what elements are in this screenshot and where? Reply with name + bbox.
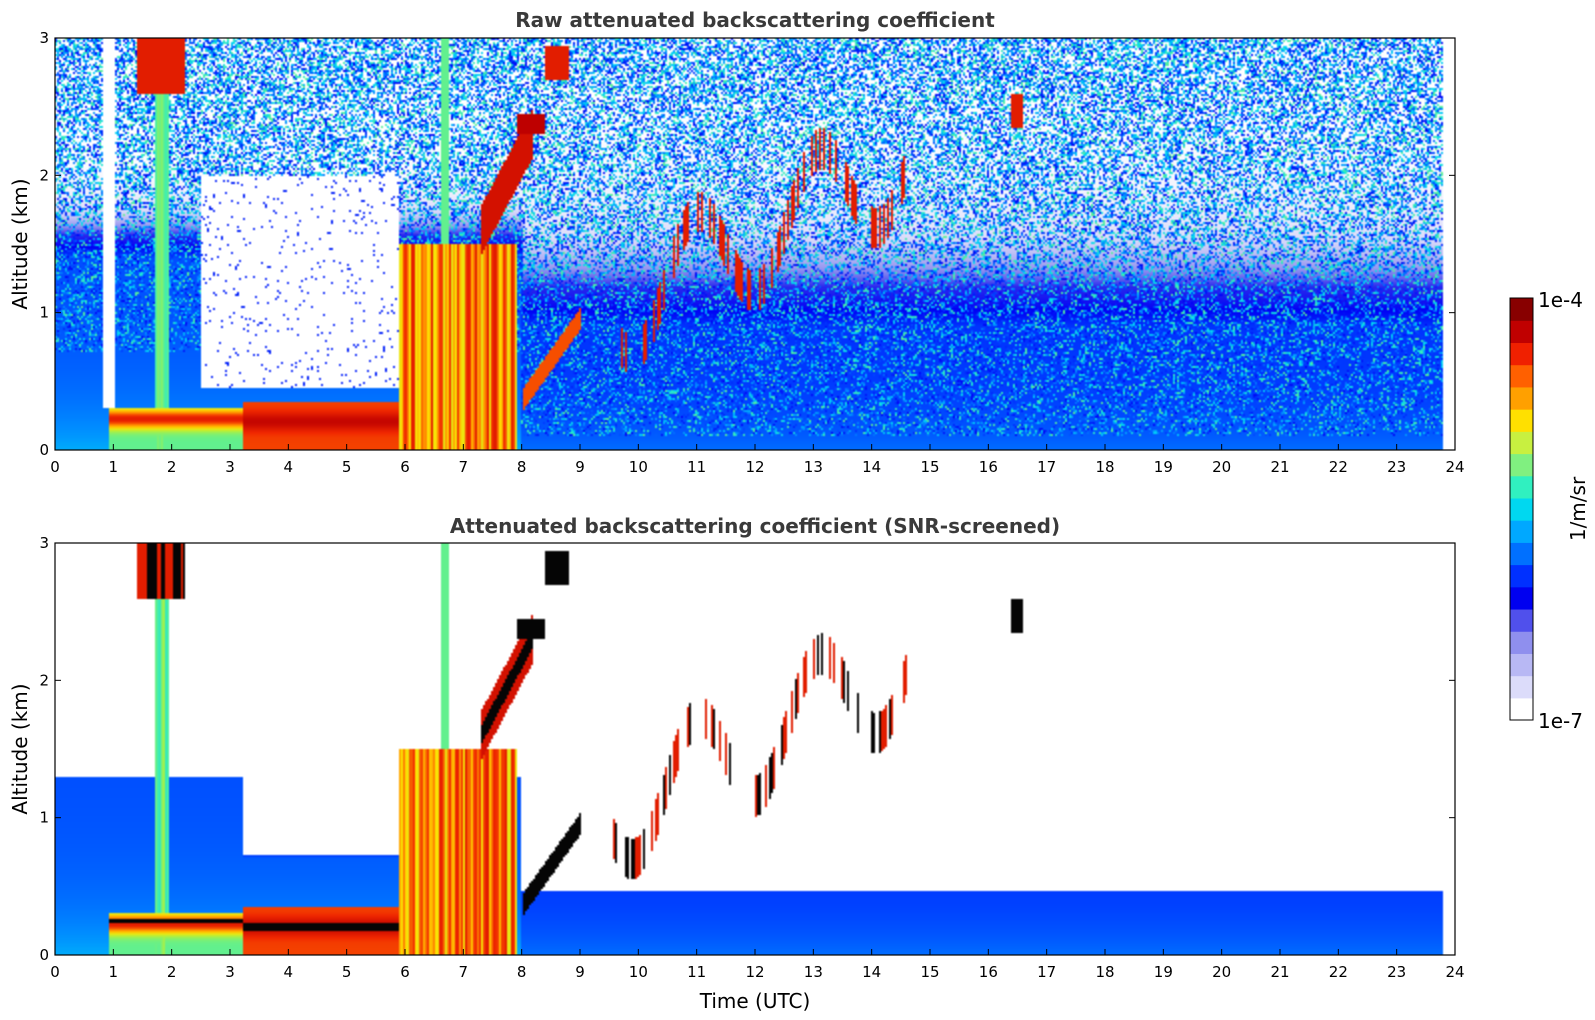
x-tick-label: 13	[804, 963, 823, 981]
x-tick-label: 7	[459, 458, 469, 476]
x-tick-label: 18	[1095, 963, 1114, 981]
x-tick-label: 21	[1270, 963, 1289, 981]
x-tick-label: 23	[1387, 458, 1406, 476]
x-tick-label: 15	[920, 963, 939, 981]
colorbar-step	[1510, 497, 1533, 521]
x-tick-label: 17	[1037, 963, 1056, 981]
colorbar-step	[1510, 342, 1533, 366]
x-axis-label-screened: Time (UTC)	[699, 989, 811, 1013]
x-tick-label: 9	[575, 963, 585, 981]
y-axis-label-raw: Altitude (km)	[8, 178, 32, 309]
heatmap-raw	[55, 38, 1455, 450]
colorbar-step	[1510, 520, 1533, 543]
x-tick-label: 22	[1329, 458, 1348, 476]
colorbar-step	[1510, 631, 1533, 654]
x-tick-label: 11	[687, 458, 706, 476]
x-tick-label: 13	[804, 458, 823, 476]
colorbar-step	[1510, 475, 1533, 499]
x-ticks-raw: 0 1 2 3 4 5 6 7 8 9 10 11 12 13 14 15 16 17 18 19 20 21 22 23 24	[50, 444, 1465, 476]
x-tick-label: 6	[400, 963, 410, 981]
colorbar-frame	[1509, 297, 1534, 721]
x-tick-label: 14	[862, 458, 881, 476]
colorbar-unit-label: 1/m/sr	[1566, 476, 1590, 541]
x-tick-label: 11	[687, 963, 706, 981]
y-tick-label: 3	[39, 534, 49, 552]
y-ticks-screened: 0 1 2 3	[39, 534, 1455, 964]
x-tick-label: 3	[225, 458, 235, 476]
colorbar-step	[1510, 453, 1533, 477]
x-tick-label: 2	[167, 963, 177, 981]
colorbar-step	[1510, 564, 1533, 588]
x-tick-label: 10	[629, 458, 648, 476]
x-tick-label: 17	[1037, 458, 1056, 476]
x-tick-label: 2	[167, 458, 177, 476]
colorbar-step	[1510, 320, 1533, 344]
x-tick-label: 5	[342, 458, 352, 476]
y-tick-label: 3	[39, 29, 49, 47]
colorbar-step	[1510, 542, 1533, 566]
y-tick-label: 2	[39, 166, 49, 184]
x-tick-label: 4	[284, 458, 294, 476]
x-tick-label: 15	[920, 458, 939, 476]
x-tick-label: 12	[745, 458, 764, 476]
x-tick-label: 21	[1270, 458, 1289, 476]
colorbar-step	[1510, 298, 1533, 321]
x-tick-label: 16	[979, 963, 998, 981]
colorbar: 1e-4 1e-7 1/m/sr	[1509, 288, 1590, 733]
x-tick-label: 4	[284, 963, 294, 981]
x-tick-label: 22	[1329, 963, 1348, 981]
y-tick-label: 0	[39, 441, 49, 459]
colorbar-max-label: 1e-4	[1538, 288, 1583, 312]
x-tick-label: 9	[575, 458, 585, 476]
colorbar-step	[1510, 675, 1533, 699]
x-ticks-screened: 0 1 2 3 4 5 6 7 8 9 10 11 12 13 14 15 16 17 18 19 20 21 22 23 24	[50, 949, 1465, 981]
x-tick-label: 7	[459, 963, 469, 981]
colorbar-step	[1510, 653, 1533, 677]
x-tick-label: 1	[109, 963, 119, 981]
heatmap-screened-image	[55, 543, 1455, 955]
x-tick-label: 19	[1154, 963, 1173, 981]
x-tick-label: 5	[342, 963, 352, 981]
x-tick-label: 16	[979, 458, 998, 476]
x-tick-label: 12	[745, 963, 764, 981]
colorbar-step	[1510, 364, 1533, 388]
colorbar-scale	[1510, 298, 1533, 721]
panel-screened: Attenuated backscattering coefficient (S…	[8, 514, 1465, 1013]
x-tick-label: 20	[1212, 963, 1231, 981]
x-tick-label: 18	[1095, 458, 1114, 476]
x-tick-label: 0	[50, 963, 60, 981]
x-tick-label: 19	[1154, 458, 1173, 476]
panel-title-raw: Raw attenuated backscattering coefficien…	[515, 8, 995, 32]
colorbar-step	[1510, 431, 1533, 455]
y-tick-label: 1	[39, 304, 49, 322]
x-tick-label: 3	[225, 963, 235, 981]
colorbar-step	[1510, 697, 1533, 721]
x-tick-label: 6	[400, 458, 410, 476]
x-tick-label: 8	[517, 963, 527, 981]
x-tick-label: 24	[1445, 963, 1464, 981]
x-tick-label: 10	[629, 963, 648, 981]
y-tick-label: 1	[39, 809, 49, 827]
colorbar-step	[1510, 409, 1533, 432]
x-tick-label: 24	[1445, 458, 1464, 476]
x-tick-label: 8	[517, 458, 527, 476]
x-tick-label: 0	[50, 458, 60, 476]
y-ticks-raw: 0 1 2 3	[39, 29, 1455, 459]
x-tick-label: 1	[109, 458, 119, 476]
y-axis-label-screened: Altitude (km)	[8, 683, 32, 814]
colorbar-min-label: 1e-7	[1538, 709, 1583, 733]
y-tick-label: 0	[39, 946, 49, 964]
x-tick-label: 23	[1387, 963, 1406, 981]
colorbar-step	[1510, 608, 1533, 632]
panel-title-screened: Attenuated backscattering coefficient (S…	[450, 514, 1060, 538]
colorbar-step	[1510, 586, 1533, 610]
heatmap-raw-image	[55, 38, 1455, 450]
y-tick-label: 2	[39, 671, 49, 689]
colorbar-step	[1510, 386, 1533, 410]
x-tick-label: 14	[862, 963, 881, 981]
panel-raw: Raw attenuated backscattering coefficien…	[8, 8, 1465, 476]
heatmap-screened	[55, 543, 1455, 955]
x-tick-label: 20	[1212, 458, 1231, 476]
